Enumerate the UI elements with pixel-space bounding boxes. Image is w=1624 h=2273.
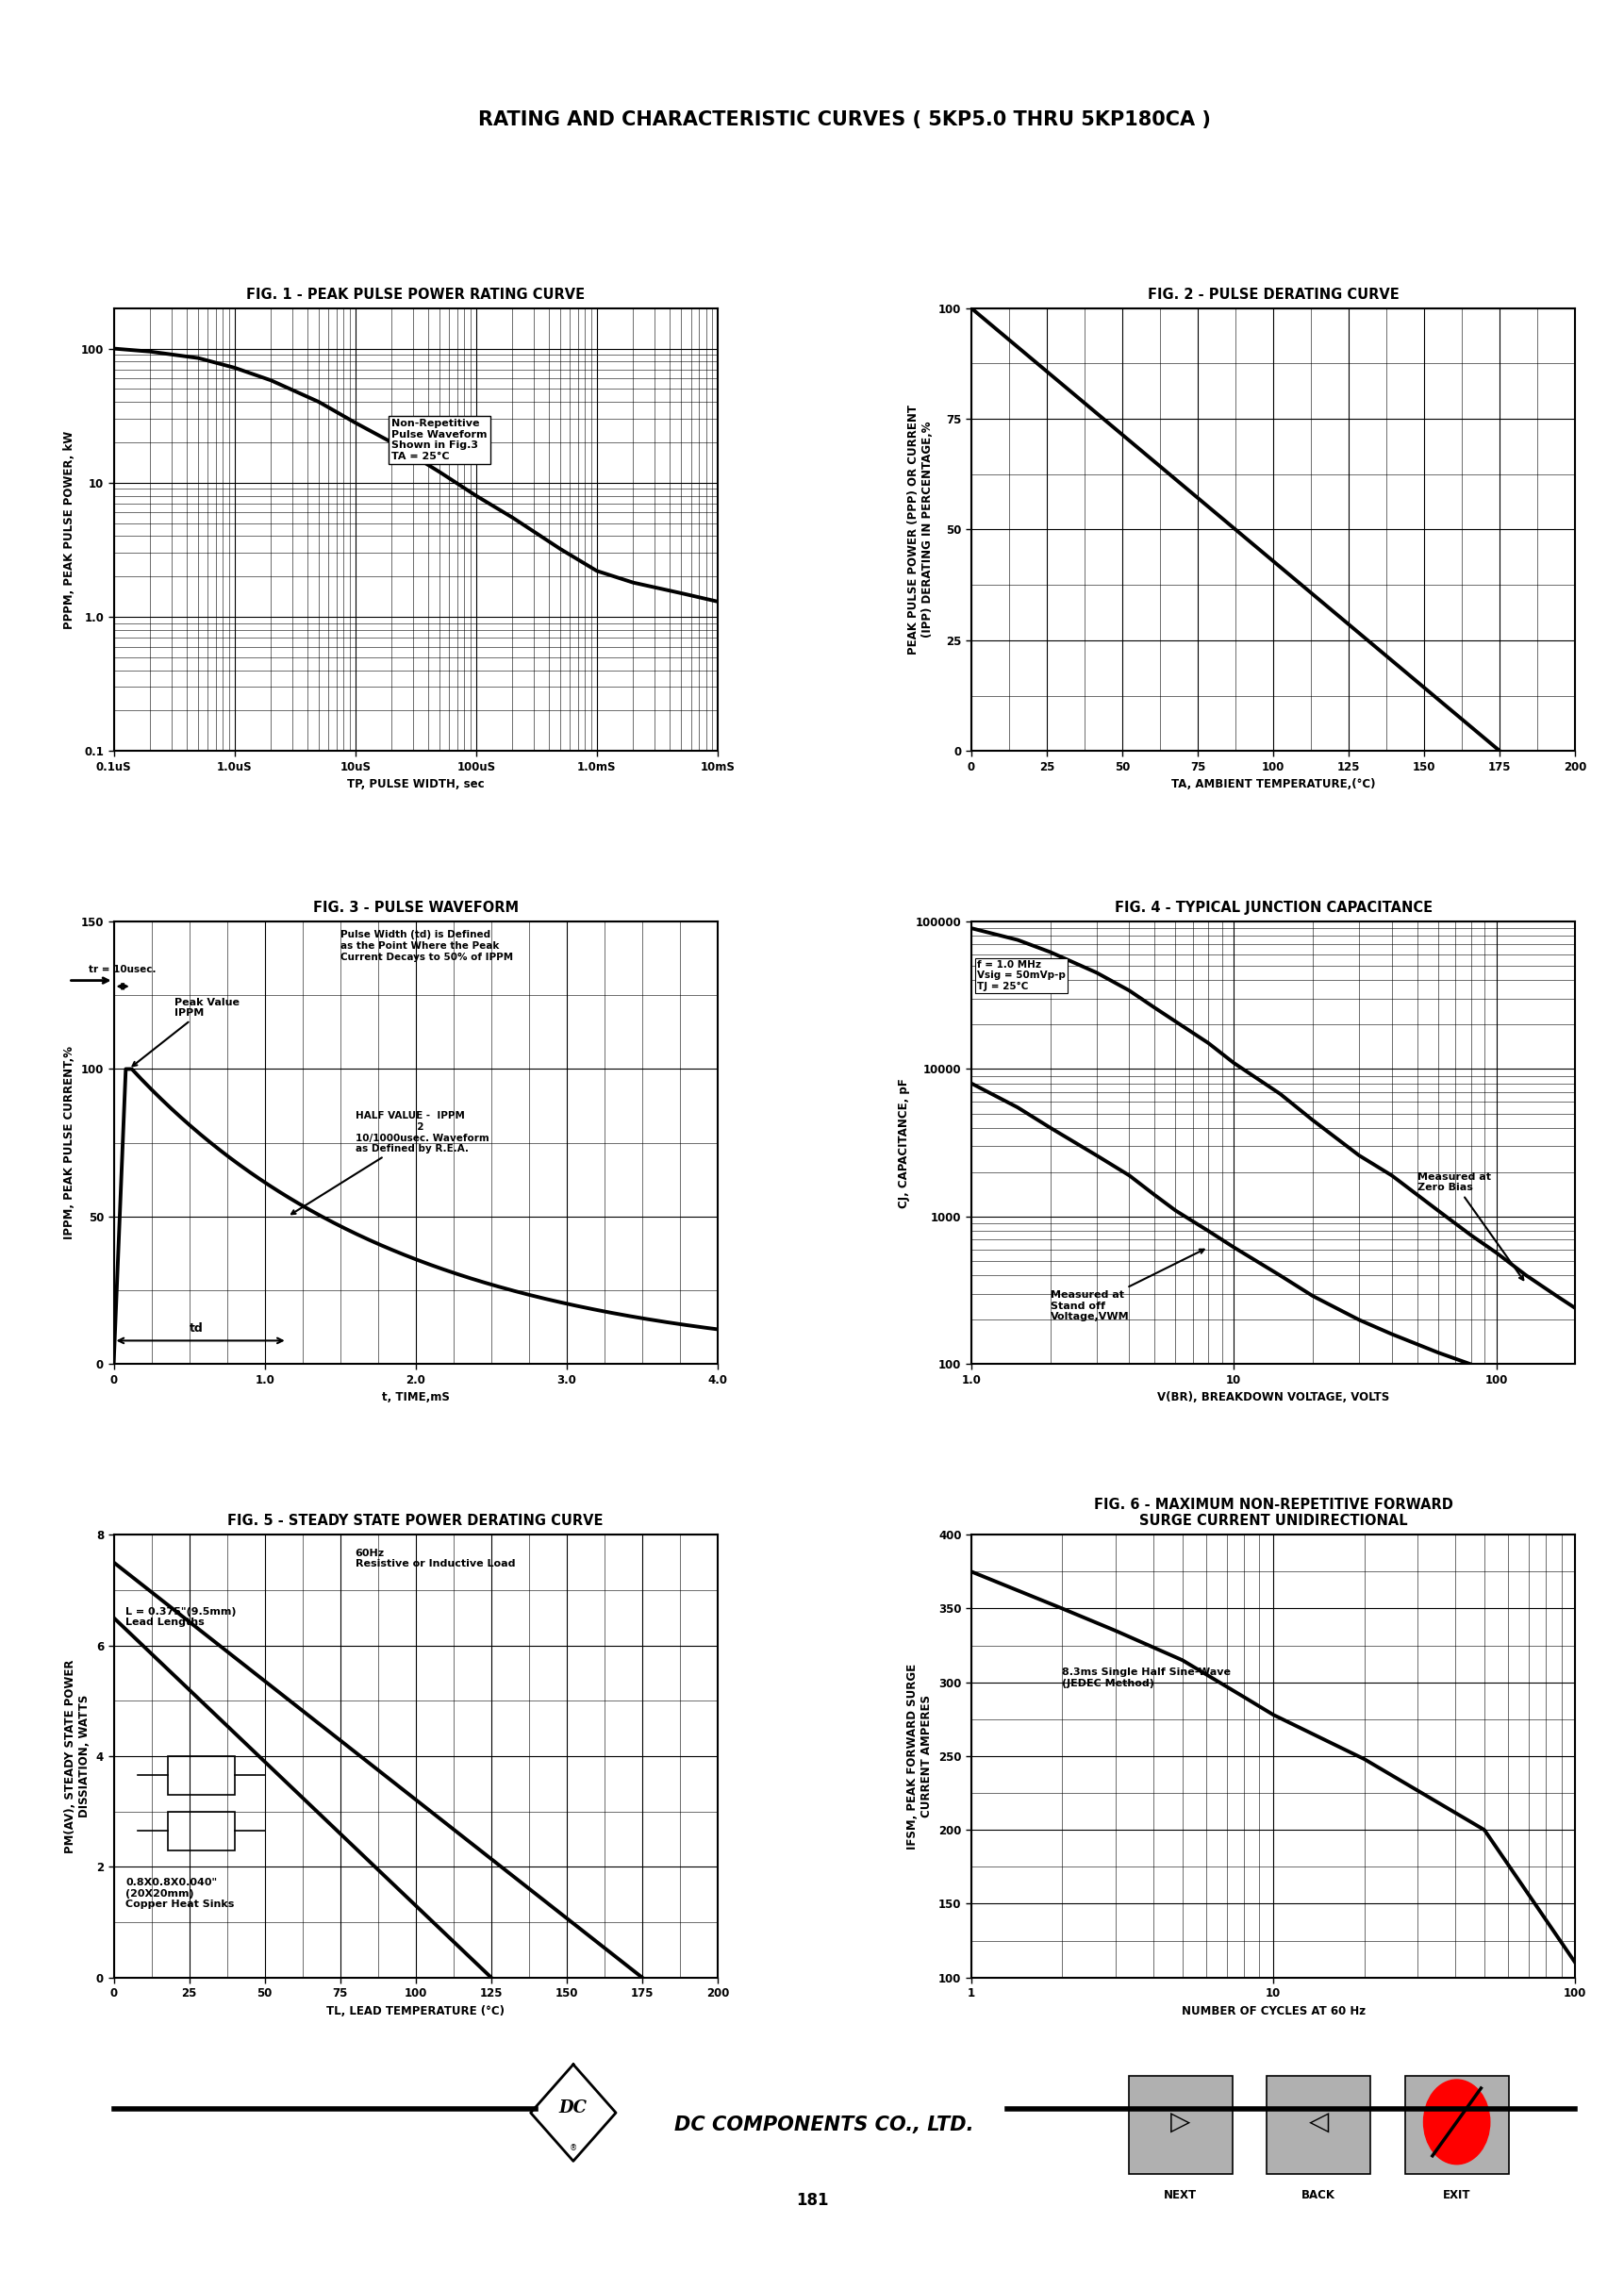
- Text: tr = 10usec.: tr = 10usec.: [89, 966, 156, 975]
- Text: EXIT: EXIT: [1442, 2189, 1471, 2200]
- Title: FIG. 2 - PULSE DERATING CURVE: FIG. 2 - PULSE DERATING CURVE: [1148, 289, 1400, 302]
- Bar: [1405, 2075, 1509, 2173]
- Text: 60Hz
Resistive or Inductive Load: 60Hz Resistive or Inductive Load: [356, 1548, 515, 1568]
- X-axis label: TL, LEAD TEMPERATURE (°C): TL, LEAD TEMPERATURE (°C): [326, 2005, 505, 2016]
- Y-axis label: PM(AV), STEADY STATE POWER
DISSIATION, WATTS: PM(AV), STEADY STATE POWER DISSIATION, W…: [65, 1659, 91, 1852]
- Text: Non-Repetitive
Pulse Waveform
Shown in Fig.3
TA = 25°C: Non-Repetitive Pulse Waveform Shown in F…: [391, 418, 487, 461]
- Text: 181: 181: [796, 2191, 828, 2209]
- Title: FIG. 3 - PULSE WAVEFORM: FIG. 3 - PULSE WAVEFORM: [313, 900, 518, 916]
- Text: Peak Value
IPPM: Peak Value IPPM: [133, 998, 239, 1066]
- Bar: [1129, 2075, 1233, 2173]
- Text: HALF VALUE -  IPPM
                  2
10/1000usec. Waveform
as Defined by R.E.A: HALF VALUE - IPPM 2 10/1000usec. Wavefor…: [291, 1111, 489, 1214]
- Title: FIG. 1 - PEAK PULSE POWER RATING CURVE: FIG. 1 - PEAK PULSE POWER RATING CURVE: [247, 289, 585, 302]
- X-axis label: t, TIME,mS: t, TIME,mS: [382, 1391, 450, 1405]
- Circle shape: [1424, 2080, 1489, 2164]
- Text: ®: ®: [570, 2143, 577, 2153]
- Text: ◁: ◁: [1309, 2109, 1328, 2134]
- Bar: [167, 1812, 234, 1850]
- Y-axis label: CJ, CAPACITANCE, pF: CJ, CAPACITANCE, pF: [898, 1077, 911, 1207]
- Polygon shape: [531, 2064, 615, 2162]
- Text: td: td: [190, 1323, 203, 1334]
- Y-axis label: PEAK PULSE POWER (PPP) OR CURRENT
(IPP) DERATING IN PERCENTAGE,%: PEAK PULSE POWER (PPP) OR CURRENT (IPP) …: [906, 405, 934, 655]
- Text: 0.8X0.8X0.040"
(20X20mm)
Copper Heat Sinks: 0.8X0.8X0.040" (20X20mm) Copper Heat Sin…: [125, 1877, 234, 1909]
- Text: NEXT: NEXT: [1164, 2189, 1197, 2200]
- Text: DC: DC: [559, 2100, 588, 2116]
- Text: BACK: BACK: [1302, 2189, 1335, 2200]
- X-axis label: NUMBER OF CYCLES AT 60 Hz: NUMBER OF CYCLES AT 60 Hz: [1181, 2005, 1366, 2016]
- Text: 8.3ms Single Half Sine-Wave
(JEDEC Method): 8.3ms Single Half Sine-Wave (JEDEC Metho…: [1062, 1668, 1231, 1689]
- Y-axis label: IPPM, PEAK PULSE CURRENT,%: IPPM, PEAK PULSE CURRENT,%: [63, 1046, 75, 1239]
- X-axis label: V(BR), BREAKDOWN VOLTAGE, VOLTS: V(BR), BREAKDOWN VOLTAGE, VOLTS: [1158, 1391, 1390, 1405]
- Text: DC COMPONENTS CO., LTD.: DC COMPONENTS CO., LTD.: [674, 2116, 973, 2134]
- Y-axis label: IFSM, PEAK FORWARD SURGE
CURRENT AMPERES: IFSM, PEAK FORWARD SURGE CURRENT AMPERES: [906, 1664, 934, 1848]
- Bar: [1267, 2075, 1371, 2173]
- Title: FIG. 4 - TYPICAL JUNCTION CAPACITANCE: FIG. 4 - TYPICAL JUNCTION CAPACITANCE: [1114, 900, 1432, 916]
- Text: RATING AND CHARACTERISTIC CURVES ( 5KP5.0 THRU 5KP180CA ): RATING AND CHARACTERISTIC CURVES ( 5KP5.…: [477, 111, 1212, 130]
- Text: f = 1.0 MHz
Vsig = 50mVp-p
TJ = 25°C: f = 1.0 MHz Vsig = 50mVp-p TJ = 25°C: [978, 959, 1065, 991]
- Text: Pulse Width (td) is Defined
as the Point Where the Peak
Current Decays to 50% of: Pulse Width (td) is Defined as the Point…: [339, 930, 513, 961]
- Title: FIG. 6 - MAXIMUM NON-REPETITIVE FORWARD
SURGE CURRENT UNIDIRECTIONAL: FIG. 6 - MAXIMUM NON-REPETITIVE FORWARD …: [1093, 1498, 1453, 1527]
- Bar: [167, 1757, 234, 1796]
- Y-axis label: PPPM, PEAK PULSE POWER, kW: PPPM, PEAK PULSE POWER, kW: [63, 430, 76, 630]
- Text: ▷: ▷: [1171, 2109, 1190, 2134]
- Text: Measured at
Stand off
Voltage,VWM: Measured at Stand off Voltage,VWM: [1051, 1250, 1203, 1321]
- Title: FIG. 5 - STEADY STATE POWER DERATING CURVE: FIG. 5 - STEADY STATE POWER DERATING CUR…: [227, 1514, 604, 1527]
- X-axis label: TP, PULSE WIDTH, sec: TP, PULSE WIDTH, sec: [348, 777, 484, 791]
- Text: Measured at
Zero Bias: Measured at Zero Bias: [1418, 1173, 1523, 1280]
- X-axis label: TA, AMBIENT TEMPERATURE,(°C): TA, AMBIENT TEMPERATURE,(°C): [1171, 777, 1376, 791]
- Text: L = 0.375"(9.5mm)
Lead Lengths: L = 0.375"(9.5mm) Lead Lengths: [125, 1607, 237, 1627]
